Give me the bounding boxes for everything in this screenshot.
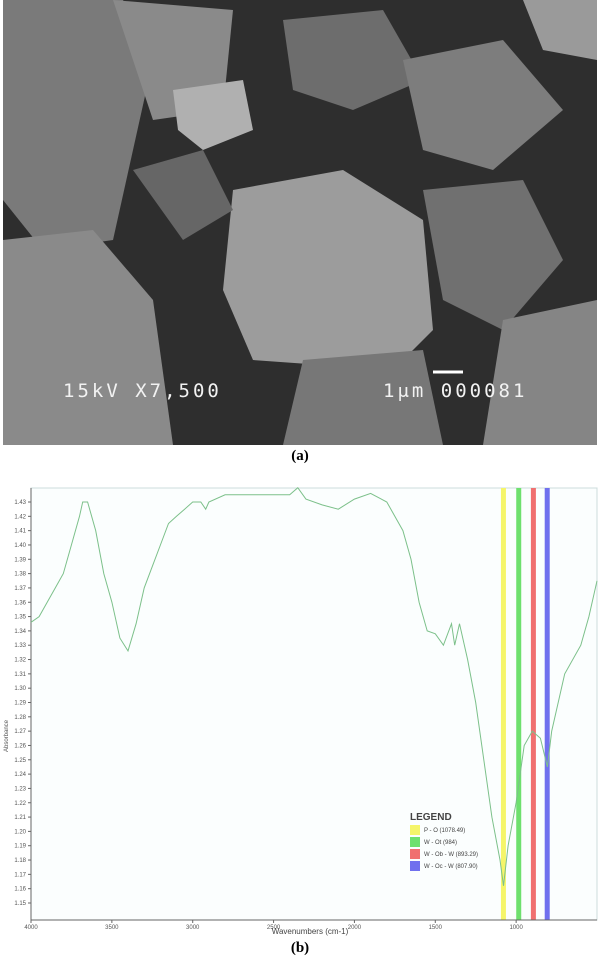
x-tick-label: 2500 [267, 925, 281, 931]
y-tick-label: 1.43 [14, 500, 26, 506]
y-tick-label: 1.28 [14, 715, 26, 721]
band-marker [500, 488, 506, 920]
y-tick-label: 1.19 [14, 844, 26, 850]
sem-image: 15kV X7,500 1μm 000081 [3, 0, 597, 445]
y-tick-label: 1.35 [14, 615, 26, 621]
y-tick-label: 1.21 [14, 815, 26, 821]
caption-a: (a) [291, 448, 309, 464]
y-tick-label: 1.42 [14, 514, 26, 520]
spectrum-line [30, 486, 598, 886]
y-tick-label: 1.15 [14, 901, 26, 907]
x-tick-label: 3000 [186, 925, 200, 931]
y-tick-label: 1.39 [14, 557, 26, 563]
y-tick-label: 1.38 [14, 572, 26, 578]
y-tick-label: 1.24 [14, 772, 26, 778]
x-tick-label: 4000 [24, 925, 38, 931]
y-tick-label: 1.18 [14, 858, 26, 864]
y-tick-label: 1.26 [14, 743, 26, 749]
sem-voltage-magnification: 15kV X7,500 [63, 380, 222, 402]
legend-title: LEGEND [410, 812, 452, 823]
legend-entry: W - Ot (984) [424, 840, 457, 846]
legend: LEGEND P - O (1078.49) W - Ot (984) W - Ob… [410, 812, 478, 871]
legend-entry: P - O (1078.49) [424, 828, 465, 834]
y-tick-label: 1.23 [14, 786, 26, 792]
legend-swatch [410, 849, 420, 859]
sem-scale-and-id: 1μm 000081 [383, 380, 528, 402]
ftir-chart: 1.43 1.42 1.41 1.40 1.39 1.38 1.37 1.36 1.35 1.34… [4, 486, 598, 936]
y-tick-label: 1.27 [14, 729, 26, 735]
band-marker [516, 488, 522, 920]
y-tick-label: 1.29 [14, 701, 26, 707]
y-tick-label: 1.33 [14, 643, 26, 649]
legend-entry: W - Ob - W (893.29) [424, 852, 478, 858]
x-tick-label: 1000 [509, 925, 523, 931]
y-tick-label: 1.30 [14, 686, 26, 692]
y-tick-label: 1.31 [14, 672, 26, 678]
x-tick-label: 3500 [105, 925, 119, 931]
y-axis-label: Absorbance [4, 719, 10, 752]
y-tick-label: 1.16 [14, 887, 26, 893]
legend-swatch [410, 837, 420, 847]
y-tick-label: 1.20 [14, 829, 26, 835]
legend-entry: W - Oc - W (807.90) [424, 864, 478, 870]
y-tick-label: 1.36 [14, 600, 26, 606]
sem-particles [3, 0, 597, 445]
y-tick-label: 1.32 [14, 658, 26, 664]
x-tick-label: 1500 [429, 925, 443, 931]
legend-swatch [410, 825, 420, 835]
y-tick-label: 1.37 [14, 586, 26, 592]
plot-area [30, 487, 598, 921]
y-tick-label: 1.34 [14, 629, 26, 635]
x-axis-label: Wavenumbers (cm-1) [272, 927, 349, 936]
y-tick-label: 1.25 [14, 758, 26, 764]
band-marker [530, 488, 536, 920]
band-marker [544, 488, 550, 920]
caption-b: (b) [290, 940, 310, 956]
y-tick-label: 1.41 [14, 529, 26, 535]
x-tick-label: 2000 [348, 925, 362, 931]
y-tick-label: 1.22 [14, 801, 26, 807]
y-tick-label: 1.17 [14, 872, 26, 878]
y-tick-label: 1.40 [14, 543, 26, 549]
legend-swatch [410, 861, 420, 871]
